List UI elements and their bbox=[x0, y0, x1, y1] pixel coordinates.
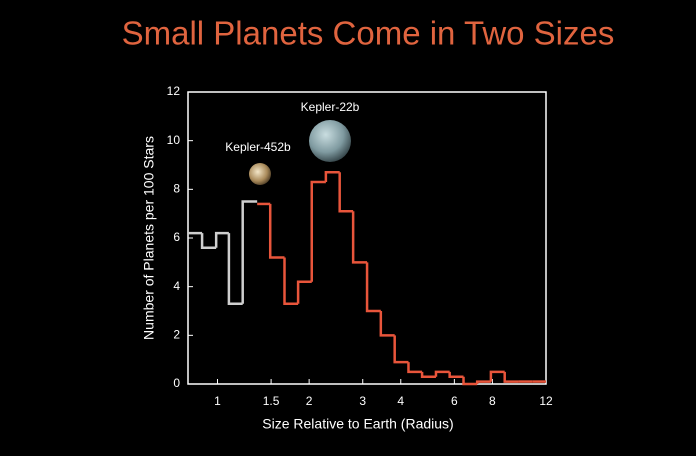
histogram-step bbox=[268, 203, 285, 259]
histogram-step bbox=[420, 371, 436, 378]
y-tick-label: 10 bbox=[167, 133, 181, 147]
histogram-step bbox=[393, 335, 409, 364]
x-tick-label: 6 bbox=[451, 394, 458, 408]
histogram-step bbox=[338, 172, 354, 213]
y-tick-label: 2 bbox=[173, 328, 180, 342]
x-tick-label: 3 bbox=[359, 394, 366, 408]
histogram-step bbox=[462, 376, 478, 386]
y-tick-label: 6 bbox=[173, 230, 180, 244]
x-tick-label: 12 bbox=[539, 394, 553, 408]
histogram-step bbox=[407, 362, 423, 374]
histogram-step bbox=[489, 370, 505, 382]
histogram-step bbox=[227, 233, 243, 305]
histogram-step bbox=[214, 231, 229, 248]
chart-title: Small Planets Come in Two Sizes bbox=[122, 15, 615, 52]
histogram-step bbox=[434, 370, 450, 377]
histogram-step bbox=[365, 262, 381, 313]
annotation: Kepler-452b bbox=[225, 140, 291, 154]
histogram-step bbox=[296, 280, 312, 304]
x-tick-label: 4 bbox=[397, 394, 404, 408]
y-axis-label: Number of Planets per 100 Stars bbox=[141, 136, 157, 340]
histogram-step bbox=[351, 211, 368, 264]
histogram-step bbox=[448, 371, 464, 378]
y-tick-label: 12 bbox=[167, 84, 181, 98]
histogram-step bbox=[379, 311, 395, 337]
histogram-step bbox=[475, 380, 491, 384]
planet-kepler-452b bbox=[249, 163, 271, 185]
histogram-step bbox=[310, 180, 326, 282]
x-tick-label: 2 bbox=[306, 394, 313, 408]
y-tick-label: 4 bbox=[173, 279, 180, 293]
y-tick-label: 8 bbox=[173, 182, 180, 196]
histogram-step bbox=[283, 257, 299, 305]
planet-kepler-22b bbox=[309, 120, 351, 162]
histogram-step bbox=[200, 233, 217, 249]
x-axis-label: Size Relative to Earth (Radius) bbox=[262, 416, 453, 432]
histogram-step bbox=[503, 371, 519, 383]
histogram-step bbox=[241, 200, 258, 304]
annotation: Kepler-22b bbox=[301, 100, 360, 114]
histogram-step bbox=[324, 171, 340, 183]
y-tick-label: 0 bbox=[173, 376, 180, 390]
x-tick-label: 1 bbox=[214, 394, 221, 408]
x-tick-label: 8 bbox=[489, 394, 496, 408]
x-tick-label: 1.5 bbox=[263, 394, 280, 408]
